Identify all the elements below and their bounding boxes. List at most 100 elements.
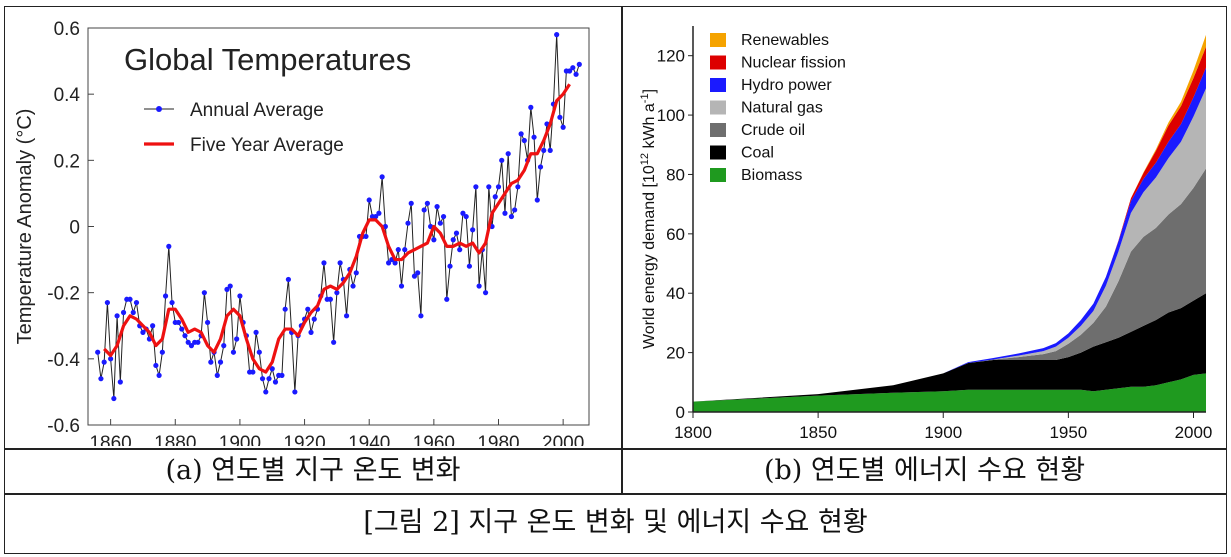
x-tick-label: 1960 [413, 433, 455, 446]
y-tick-label: 0 [69, 218, 80, 239]
y-tick-label: 0.2 [54, 151, 80, 172]
annual-average-point [408, 200, 414, 206]
legend-label-five-year: Five Year Average [190, 135, 344, 156]
annual-average-point [421, 207, 427, 213]
annual-average-point [104, 299, 110, 306]
annual-average-point [466, 263, 473, 269]
annual-average-point [499, 157, 505, 163]
annual-average-point [185, 339, 191, 345]
x-tick-label: 1880 [154, 433, 196, 446]
annual-average-point [386, 260, 392, 266]
chart-title: Global Temperatures [124, 42, 411, 77]
area-coal [693, 293, 1206, 402]
column-divider [621, 6, 623, 493]
y-tick-label: 100 [657, 106, 685, 125]
x-tick-label: 1980 [477, 433, 519, 446]
y-tick-label: 0 [676, 403, 685, 422]
y-tick-label: 80 [666, 165, 685, 184]
annual-average-point [179, 326, 185, 332]
y-tick-label: -0.2 [47, 284, 80, 305]
annual-average-point [560, 124, 566, 130]
legend-label-nuclear-fission: Nuclear fission [741, 55, 846, 72]
y-axis-label: World energy demand [1012 kWh a-1] [639, 89, 658, 349]
figure-caption: [그림 2] 지구 온도 변화 및 에너지 수요 현황 [363, 507, 868, 538]
legend-label-renewables: Renewables [741, 32, 829, 49]
annual-average-point [350, 283, 356, 289]
annual-average-point [554, 32, 560, 38]
annual-average-point [411, 273, 418, 279]
annual-average-point [227, 283, 233, 289]
y-tick-label: -0.4 [47, 350, 80, 371]
annual-average-point [557, 114, 563, 120]
annual-average-point [534, 197, 540, 203]
annual-average-point [120, 309, 127, 316]
annual-average-point [214, 372, 220, 378]
annual-average-point [217, 359, 224, 365]
temperature-chart: -0.6 -0.4 -0.2 0 0.2 0.4 0.6 1860 1880 1900 1920 19… [14, 19, 590, 446]
annual-average-point [476, 283, 482, 289]
annual-average-point [140, 329, 146, 335]
annual-average-point [282, 306, 288, 312]
y-tick-label: 60 [666, 225, 685, 244]
legend-swatch-coal [710, 145, 726, 160]
annual-average-point [108, 356, 114, 362]
annual-average-point [453, 230, 460, 236]
annual-average-point [444, 296, 450, 302]
legend-swatch-nuclear-fission [710, 55, 726, 70]
x-tick-label: 1950 [1049, 423, 1087, 442]
annual-average-point [482, 290, 489, 296]
annual-average-point [201, 290, 207, 296]
annual-average-point [528, 104, 534, 110]
annual-average-point [259, 376, 266, 382]
annual-average-point [95, 349, 101, 355]
annual-average-point [398, 283, 405, 289]
annual-average-point [308, 329, 314, 335]
caption-right: (b) 연도별 에너지 수요 현황 [763, 455, 1086, 486]
legend-swatch-crude-oil [710, 123, 726, 137]
five-year-average-line [103, 83, 571, 374]
x-tick-label: 1940 [348, 433, 390, 446]
caption-top-rule [4, 448, 1227, 450]
annual-average-point [505, 151, 511, 157]
annual-average-point [266, 376, 272, 382]
legend-swatch-natural-gas [710, 100, 726, 115]
annual-average-point [573, 71, 579, 77]
x-tick-label: 1860 [89, 433, 131, 446]
annual-average-point [130, 309, 136, 316]
annual-average-point [195, 339, 201, 345]
legend-label-hydro-power: Hydro power [741, 77, 832, 94]
x-tick-label: 1800 [674, 423, 712, 442]
annual-average-point [204, 319, 211, 326]
annual-average-point [418, 313, 424, 319]
annual-average-point [379, 174, 385, 180]
annual-average-point [541, 147, 547, 154]
annual-average-point [133, 299, 140, 306]
annual-average-point [434, 204, 440, 210]
legend-swatch-hydro-power [710, 78, 726, 92]
annual-average-point [169, 299, 175, 306]
y-tick-label: 20 [666, 344, 685, 363]
annual-average-point [537, 164, 544, 170]
annual-average-point [547, 147, 553, 154]
x-tick-label: 2000 [542, 433, 584, 446]
annual-average-point [208, 359, 214, 365]
x-tick-label: 1920 [283, 433, 325, 446]
annual-average-point [285, 276, 291, 283]
caption-left: (a) 연도별 지구 온도 변화 [165, 455, 461, 486]
annual-average-point [473, 184, 479, 190]
annual-average-point [402, 247, 408, 253]
legend-label-annual: Annual Average [190, 100, 324, 121]
annual-average-point [117, 379, 123, 385]
y-tick-label: 40 [666, 284, 685, 303]
energy-chart-panel: 0 20 40 60 80 100 120 1800 1850 1900 1950 2000 World… [624, 8, 1225, 446]
annual-average-point [502, 210, 508, 216]
annual-average-point [518, 131, 524, 137]
annual-average-point [156, 372, 162, 378]
annual-average-point [343, 313, 350, 319]
annual-average-point [424, 200, 430, 206]
annual-average-point [437, 220, 443, 226]
annual-average-point [508, 213, 515, 220]
annual-average-point [230, 349, 237, 355]
legend-marker-annual [156, 106, 162, 112]
legend-swatch-biomass [710, 168, 726, 182]
